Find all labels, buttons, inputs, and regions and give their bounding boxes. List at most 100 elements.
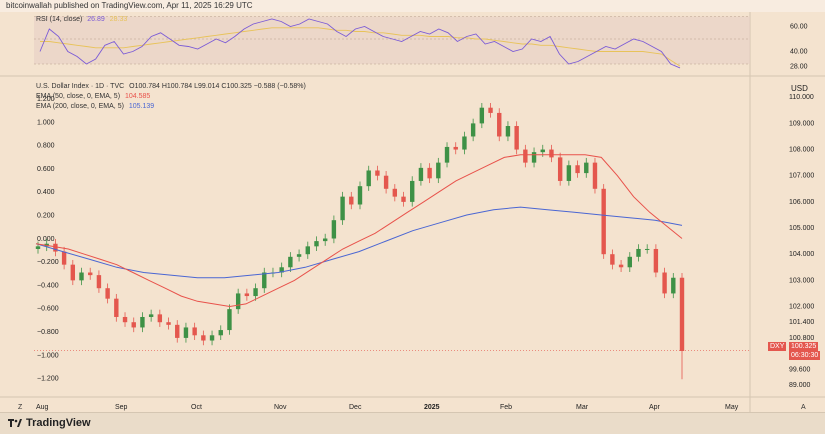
price-tick-label: 105.000 <box>789 225 814 232</box>
candle-body <box>531 152 537 163</box>
candle-body <box>462 136 467 150</box>
candle-body <box>601 188 606 255</box>
candle-body <box>79 272 84 281</box>
candle-body <box>340 196 345 221</box>
brand-bar: TradingView <box>0 412 825 434</box>
candle-body <box>227 309 232 331</box>
candle-body <box>157 314 163 323</box>
percent-tick-label: 0.600 <box>37 166 55 173</box>
tradingview-logo-icon <box>8 419 22 427</box>
candle-body <box>566 165 572 181</box>
time-tick-label: Aug <box>36 404 49 411</box>
ema50-legend[interactable]: EMA (50, close, 0, EMA, 5) 104.585 <box>36 93 150 100</box>
price-tick-label: 102.000 <box>789 304 814 311</box>
candle-body <box>296 254 302 257</box>
percent-tick-label: −0.600 <box>37 306 59 313</box>
countdown-badge: 06:30:30 <box>789 351 821 360</box>
price-tick-label: 106.000 <box>789 199 814 206</box>
candle-body <box>88 272 93 276</box>
time-tick-label: 2025 <box>424 404 440 411</box>
candle-body <box>35 246 41 249</box>
price-tick-label: 104.000 <box>789 251 814 258</box>
candle-body <box>262 272 267 289</box>
time-tick-label: Oct <box>191 404 202 411</box>
candle-body <box>444 146 450 163</box>
candle-body <box>61 251 67 265</box>
candle-body <box>505 126 511 137</box>
candle-body <box>636 248 641 257</box>
time-tick-label: Nov <box>274 404 287 411</box>
candle-body <box>392 188 398 197</box>
candle-body <box>470 123 476 137</box>
percent-tick-label: −0.200 <box>37 259 59 266</box>
candle-body <box>166 322 171 325</box>
candle-body <box>140 316 145 328</box>
symbol-legend[interactable]: U.S. Dollar Index · 1D · TVC O100.784 H1… <box>36 83 306 90</box>
candle-body <box>418 167 424 181</box>
percent-tick-label: −0.400 <box>37 282 59 289</box>
candle-body <box>244 293 250 297</box>
candle-body <box>349 196 354 205</box>
candle-body <box>618 264 624 268</box>
candle-body <box>122 316 128 323</box>
rsi-value: 26.89 <box>87 16 105 23</box>
candle-body <box>679 277 685 351</box>
candle-body <box>305 246 310 255</box>
candle-body <box>427 167 432 179</box>
ticker-badge: DXY <box>768 342 787 351</box>
candle-body <box>175 324 180 338</box>
price-tick-label: 108.000 <box>789 147 814 154</box>
attribution-text: bitcoinwallah published on TradingView.c… <box>6 1 253 10</box>
price-tick-label: 99.600 <box>789 366 811 373</box>
candle-body <box>479 107 485 124</box>
ema50-line <box>35 154 683 308</box>
candle-body <box>401 196 406 202</box>
ema200-legend[interactable]: EMA (200, close, 0, EMA, 5) 105.139 <box>36 103 154 110</box>
percent-tick-label: 0.400 <box>37 189 55 196</box>
candle-body <box>453 146 458 150</box>
ema200-value: 105.139 <box>128 103 155 110</box>
percent-tick-label: −1.000 <box>37 352 59 359</box>
time-tick-label: Sep <box>115 404 128 411</box>
rsi-legend-label: RSI (14, close) <box>36 16 83 23</box>
rsi-tick-label: 40.00 <box>790 49 808 56</box>
price-tick-label: 89.000 <box>789 382 811 389</box>
candle-body <box>627 256 632 268</box>
candle-body <box>366 170 371 187</box>
brand-text: TradingView <box>26 417 91 429</box>
rsi-ma-value: 28.33 <box>109 16 128 23</box>
candle-body <box>671 277 676 294</box>
ohlc-values: O100.784 H100.784 L99.014 C100.325 −0.58… <box>129 83 306 90</box>
last-price-badge: 100.325 <box>789 342 819 351</box>
percent-tick-label: 1.200 <box>37 96 55 103</box>
candle-body <box>662 272 667 294</box>
percent-tick-label: −0.800 <box>37 329 59 336</box>
ema200-label: EMA (200, close, 0, EMA, 5) <box>36 103 124 110</box>
candle-body <box>557 157 563 181</box>
percent-tick-label: −1.200 <box>37 376 59 383</box>
auto-scale-toggle[interactable]: A <box>801 404 806 411</box>
rsi-legend: RSI (14, close) 26.89 28.33 <box>36 16 127 23</box>
ema50-label: EMA (50, close, 0, EMA, 5) <box>36 93 121 100</box>
candle-body <box>575 165 580 174</box>
candle-body <box>383 175 389 189</box>
currency-label: USD <box>791 84 808 93</box>
price-tick-label: 103.000 <box>789 277 814 284</box>
attribution-bar: bitcoinwallah published on TradingView.c… <box>0 0 825 12</box>
candle-body <box>201 335 206 341</box>
rsi-line <box>39 18 681 69</box>
rsi-tick-label: 28.00 <box>790 64 808 71</box>
candle-body <box>218 330 223 336</box>
ema200-line <box>35 206 683 279</box>
rsi-band <box>34 16 750 64</box>
time-tick-label: May <box>725 404 739 411</box>
candle-body <box>653 248 659 273</box>
candle-body <box>148 314 154 317</box>
price-tick-label: 107.000 <box>789 173 814 180</box>
zoom-corner[interactable]: Z <box>18 404 23 411</box>
time-tick-label: Dec <box>349 404 362 411</box>
candle-body <box>314 241 319 247</box>
candle-body <box>549 149 554 158</box>
candle-body <box>514 126 519 150</box>
